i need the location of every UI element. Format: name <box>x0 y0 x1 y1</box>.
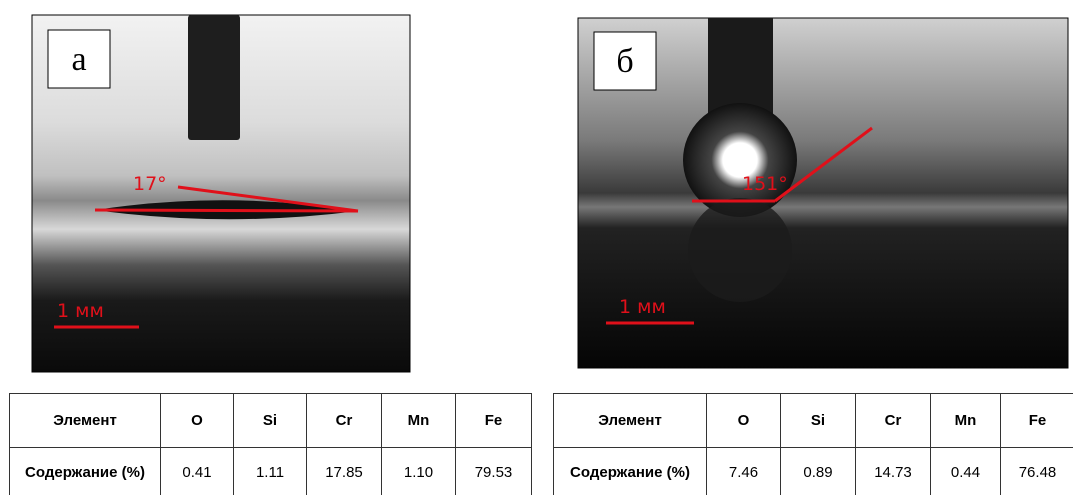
header-cell: Si <box>781 394 856 448</box>
table: Элемент O Si Cr Mn Fe Содержание (%) 0.4… <box>9 393 532 495</box>
header-cell: Элемент <box>554 394 707 448</box>
cell: 1.11 <box>234 448 307 495</box>
row-header: Содержание (%) <box>554 448 707 495</box>
header-cell: Cr <box>307 394 382 448</box>
cell: 14.73 <box>856 448 931 495</box>
header-cell: Fe <box>456 394 532 448</box>
header-cell: Cr <box>856 394 931 448</box>
scale-label: 1 мм <box>619 296 666 318</box>
cell: 79.53 <box>456 448 532 495</box>
cell: 7.46 <box>707 448 781 495</box>
cell: 1.10 <box>382 448 456 495</box>
row-header: Содержание (%) <box>10 448 161 495</box>
scale-label: 1 мм <box>57 300 104 322</box>
header-cell: Mn <box>931 394 1001 448</box>
angle-label: 151° <box>742 173 788 195</box>
header-cell: Fe <box>1001 394 1073 448</box>
page: а 17° 1 мм б 151° 1 мм Элемент O Si Cr M… <box>0 0 1073 495</box>
panel-label: а <box>71 41 86 78</box>
angle-label: 17° <box>133 173 167 195</box>
photo-b: б 151° 1 мм <box>578 18 1068 368</box>
table: Элемент O Si Cr Mn Fe Содержание (%) 7.4… <box>553 393 1073 495</box>
cell: 0.89 <box>781 448 856 495</box>
header-cell: Si <box>234 394 307 448</box>
photo-a: а 17° 1 мм <box>32 15 410 372</box>
header-cell: O <box>161 394 234 448</box>
header-cell: Mn <box>382 394 456 448</box>
cell: 76.48 <box>1001 448 1073 495</box>
cell: 17.85 <box>307 448 382 495</box>
header-cell: Элемент <box>10 394 161 448</box>
panel-label: б <box>616 43 633 80</box>
header-cell: O <box>707 394 781 448</box>
cell: 0.44 <box>931 448 1001 495</box>
cell: 0.41 <box>161 448 234 495</box>
